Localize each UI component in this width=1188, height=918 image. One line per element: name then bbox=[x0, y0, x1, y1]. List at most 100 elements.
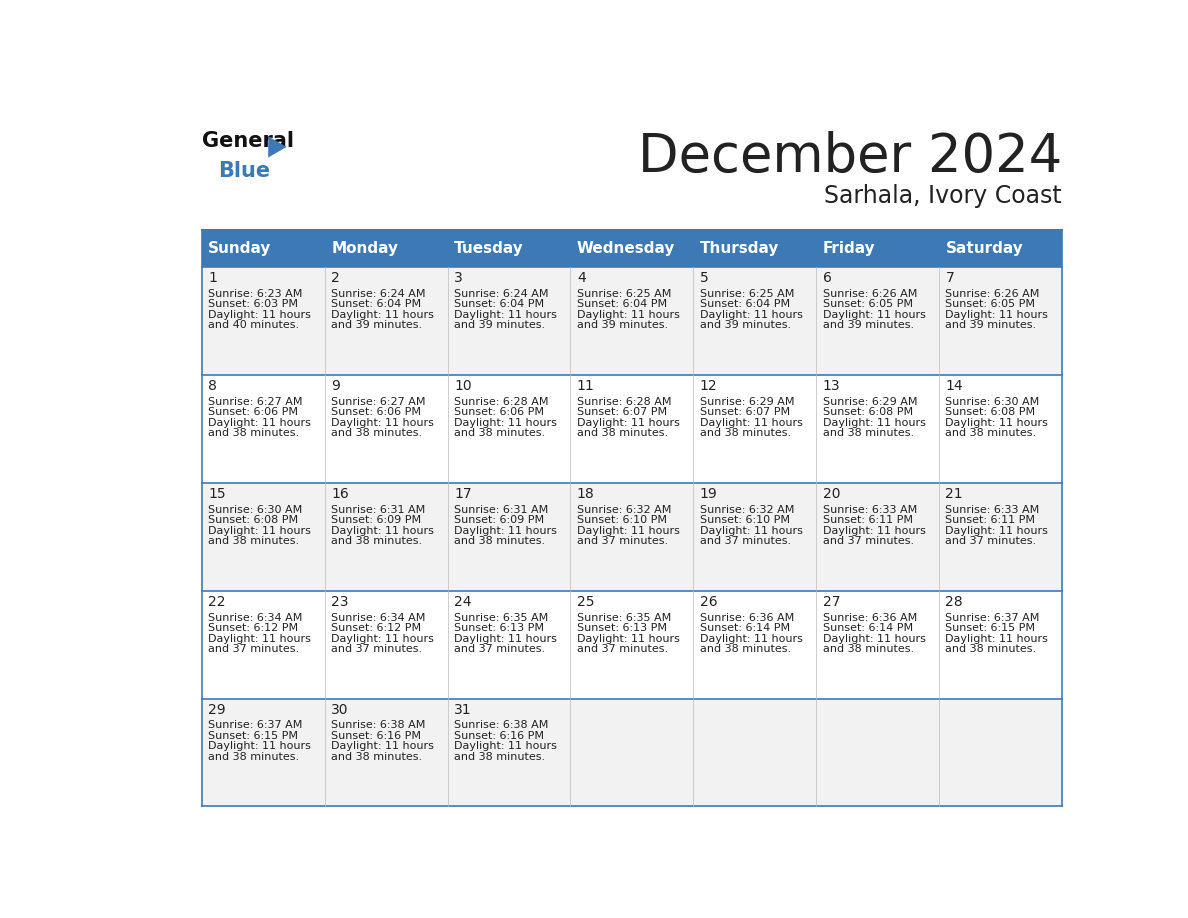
Text: and 37 minutes.: and 37 minutes. bbox=[946, 536, 1037, 546]
Polygon shape bbox=[268, 136, 286, 158]
Text: 31: 31 bbox=[454, 703, 472, 717]
Bar bbox=[448, 699, 570, 806]
Bar bbox=[202, 230, 324, 267]
Text: Sunset: 6:04 PM: Sunset: 6:04 PM bbox=[454, 299, 544, 309]
Bar bbox=[570, 267, 694, 375]
Bar bbox=[202, 590, 324, 699]
Text: Sunrise: 6:35 AM: Sunrise: 6:35 AM bbox=[454, 612, 549, 622]
Text: Sunrise: 6:31 AM: Sunrise: 6:31 AM bbox=[331, 505, 425, 515]
Bar bbox=[570, 590, 694, 699]
Text: Sunrise: 6:38 AM: Sunrise: 6:38 AM bbox=[331, 721, 425, 731]
Text: Daylight: 11 hours: Daylight: 11 hours bbox=[454, 526, 557, 535]
Text: Daylight: 11 hours: Daylight: 11 hours bbox=[208, 310, 311, 319]
Text: 7: 7 bbox=[946, 272, 954, 285]
Text: Sunrise: 6:27 AM: Sunrise: 6:27 AM bbox=[208, 397, 303, 407]
Text: Sunset: 6:05 PM: Sunset: 6:05 PM bbox=[946, 299, 1036, 309]
Text: Sunset: 6:16 PM: Sunset: 6:16 PM bbox=[454, 731, 544, 741]
Text: 17: 17 bbox=[454, 487, 472, 501]
Text: and 38 minutes.: and 38 minutes. bbox=[208, 752, 299, 762]
Text: and 37 minutes.: and 37 minutes. bbox=[822, 536, 914, 546]
Text: Daylight: 11 hours: Daylight: 11 hours bbox=[700, 310, 803, 319]
Text: Daylight: 11 hours: Daylight: 11 hours bbox=[946, 418, 1048, 428]
Text: Sunrise: 6:33 AM: Sunrise: 6:33 AM bbox=[822, 505, 917, 515]
Bar bbox=[939, 375, 1062, 483]
Text: Sunset: 6:05 PM: Sunset: 6:05 PM bbox=[822, 299, 912, 309]
Text: Sunset: 6:10 PM: Sunset: 6:10 PM bbox=[700, 515, 790, 525]
Text: Daylight: 11 hours: Daylight: 11 hours bbox=[454, 633, 557, 644]
Text: Daylight: 11 hours: Daylight: 11 hours bbox=[822, 310, 925, 319]
Text: Sunrise: 6:28 AM: Sunrise: 6:28 AM bbox=[577, 397, 671, 407]
Bar bbox=[694, 375, 816, 483]
Text: Daylight: 11 hours: Daylight: 11 hours bbox=[331, 310, 434, 319]
Text: and 38 minutes.: and 38 minutes. bbox=[577, 428, 668, 438]
Text: and 38 minutes.: and 38 minutes. bbox=[822, 644, 914, 654]
Text: Sunrise: 6:34 AM: Sunrise: 6:34 AM bbox=[208, 612, 303, 622]
Text: and 37 minutes.: and 37 minutes. bbox=[577, 536, 668, 546]
Bar bbox=[694, 699, 816, 806]
Text: Sunrise: 6:26 AM: Sunrise: 6:26 AM bbox=[822, 289, 917, 299]
Text: Daylight: 11 hours: Daylight: 11 hours bbox=[822, 633, 925, 644]
Bar bbox=[816, 483, 939, 590]
Text: Monday: Monday bbox=[331, 241, 398, 256]
Text: Daylight: 11 hours: Daylight: 11 hours bbox=[822, 418, 925, 428]
Text: Sunday: Sunday bbox=[208, 241, 272, 256]
Text: Daylight: 11 hours: Daylight: 11 hours bbox=[331, 742, 434, 752]
Bar bbox=[324, 230, 448, 267]
Text: Sunrise: 6:25 AM: Sunrise: 6:25 AM bbox=[577, 289, 671, 299]
Text: and 37 minutes.: and 37 minutes. bbox=[208, 644, 299, 654]
Text: and 38 minutes.: and 38 minutes. bbox=[946, 428, 1037, 438]
Text: and 39 minutes.: and 39 minutes. bbox=[331, 320, 422, 330]
Text: Friday: Friday bbox=[822, 241, 876, 256]
Text: Tuesday: Tuesday bbox=[454, 241, 524, 256]
Bar bbox=[202, 375, 324, 483]
Text: and 38 minutes.: and 38 minutes. bbox=[454, 752, 545, 762]
Text: Sunrise: 6:32 AM: Sunrise: 6:32 AM bbox=[577, 505, 671, 515]
Text: 23: 23 bbox=[331, 595, 349, 609]
Text: 4: 4 bbox=[577, 272, 586, 285]
Text: Daylight: 11 hours: Daylight: 11 hours bbox=[700, 633, 803, 644]
Text: Daylight: 11 hours: Daylight: 11 hours bbox=[208, 526, 311, 535]
Text: 11: 11 bbox=[577, 379, 595, 393]
Text: Sunset: 6:14 PM: Sunset: 6:14 PM bbox=[700, 623, 790, 633]
Bar bbox=[694, 230, 816, 267]
Text: 1: 1 bbox=[208, 272, 217, 285]
Text: 15: 15 bbox=[208, 487, 226, 501]
Text: 8: 8 bbox=[208, 379, 217, 393]
Bar bbox=[816, 590, 939, 699]
Text: Sunrise: 6:35 AM: Sunrise: 6:35 AM bbox=[577, 612, 671, 622]
Text: Sunrise: 6:32 AM: Sunrise: 6:32 AM bbox=[700, 505, 794, 515]
Text: Sunrise: 6:29 AM: Sunrise: 6:29 AM bbox=[700, 397, 795, 407]
Text: 14: 14 bbox=[946, 379, 963, 393]
Text: Sunset: 6:07 PM: Sunset: 6:07 PM bbox=[700, 408, 790, 418]
Text: and 38 minutes.: and 38 minutes. bbox=[331, 428, 422, 438]
Bar bbox=[939, 267, 1062, 375]
Text: Sunset: 6:15 PM: Sunset: 6:15 PM bbox=[946, 623, 1036, 633]
Text: Sunrise: 6:34 AM: Sunrise: 6:34 AM bbox=[331, 612, 425, 622]
Text: 27: 27 bbox=[822, 595, 840, 609]
Text: Sunset: 6:10 PM: Sunset: 6:10 PM bbox=[577, 515, 666, 525]
Text: Sunset: 6:15 PM: Sunset: 6:15 PM bbox=[208, 731, 298, 741]
Text: Sunrise: 6:24 AM: Sunrise: 6:24 AM bbox=[331, 289, 425, 299]
Text: Sunset: 6:14 PM: Sunset: 6:14 PM bbox=[822, 623, 912, 633]
Bar bbox=[324, 483, 448, 590]
Text: and 38 minutes.: and 38 minutes. bbox=[700, 428, 791, 438]
Bar bbox=[570, 375, 694, 483]
Text: Sunrise: 6:29 AM: Sunrise: 6:29 AM bbox=[822, 397, 917, 407]
Text: 13: 13 bbox=[822, 379, 840, 393]
Text: Sunset: 6:11 PM: Sunset: 6:11 PM bbox=[946, 515, 1036, 525]
Text: and 38 minutes.: and 38 minutes. bbox=[946, 644, 1037, 654]
Text: 29: 29 bbox=[208, 703, 226, 717]
Text: and 39 minutes.: and 39 minutes. bbox=[946, 320, 1037, 330]
Bar bbox=[694, 267, 816, 375]
Text: Daylight: 11 hours: Daylight: 11 hours bbox=[700, 418, 803, 428]
Text: Sunrise: 6:31 AM: Sunrise: 6:31 AM bbox=[454, 505, 549, 515]
Text: Daylight: 11 hours: Daylight: 11 hours bbox=[331, 526, 434, 535]
Text: Daylight: 11 hours: Daylight: 11 hours bbox=[454, 418, 557, 428]
Text: 30: 30 bbox=[331, 703, 349, 717]
Text: Sunrise: 6:37 AM: Sunrise: 6:37 AM bbox=[208, 721, 303, 731]
Text: Sunrise: 6:28 AM: Sunrise: 6:28 AM bbox=[454, 397, 549, 407]
Bar bbox=[448, 590, 570, 699]
Bar bbox=[816, 230, 939, 267]
Bar bbox=[202, 699, 324, 806]
Text: Daylight: 11 hours: Daylight: 11 hours bbox=[946, 633, 1048, 644]
